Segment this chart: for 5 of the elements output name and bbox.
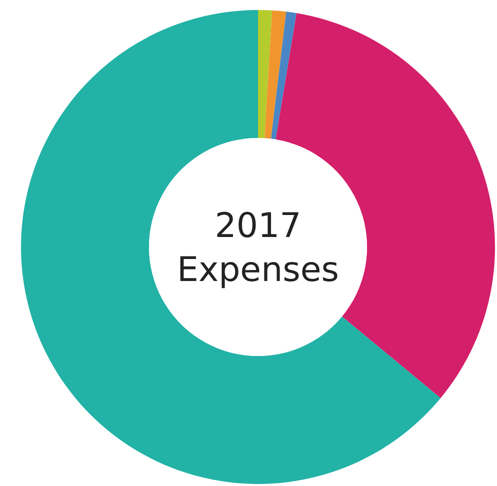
text: 2017 Expenses [177, 206, 339, 290]
donut-slice [258, 10, 272, 138]
donut-slice [264, 10, 286, 139]
donut-slice [21, 10, 441, 484]
donut-slice [270, 12, 297, 140]
